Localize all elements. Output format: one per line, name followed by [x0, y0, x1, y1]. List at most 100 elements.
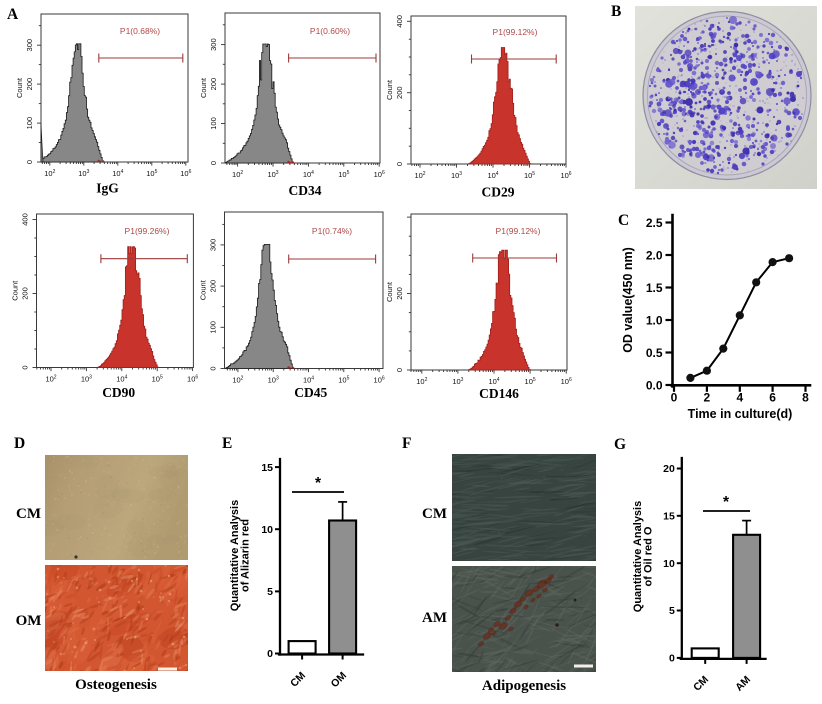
svg-text:400: 400 [21, 213, 30, 226]
svg-text:B: B [611, 3, 621, 20]
svg-text:1.0: 1.0 [646, 314, 663, 328]
svg-text:2.0: 2.0 [646, 249, 663, 263]
svg-text:102: 102 [232, 376, 243, 385]
svg-text:106: 106 [374, 170, 385, 179]
svg-text:106: 106 [187, 375, 198, 384]
svg-text:103: 103 [452, 377, 463, 386]
svg-text:Count: Count [385, 281, 394, 302]
svg-text:106: 106 [561, 377, 572, 386]
svg-text:0: 0 [671, 391, 678, 405]
svg-text:20: 20 [663, 463, 675, 475]
svg-text:10: 10 [663, 558, 675, 570]
svg-text:CM: CM [422, 506, 447, 522]
svg-text:106: 106 [560, 171, 571, 180]
svg-text:CD29: CD29 [482, 185, 515, 200]
svg-text:103: 103 [78, 169, 89, 178]
svg-text:CM: CM [691, 673, 711, 693]
svg-text:106: 106 [180, 169, 191, 178]
svg-text:104: 104 [487, 171, 498, 180]
svg-text:6: 6 [769, 391, 776, 405]
svg-text:106: 106 [374, 376, 385, 385]
svg-text:Osteogenesis: Osteogenesis [75, 677, 157, 693]
svg-text:104: 104 [303, 170, 314, 179]
svg-text:Count: Count [385, 79, 394, 100]
svg-text:P1(0.68%): P1(0.68%) [120, 26, 160, 36]
svg-text:P1(99.12%): P1(99.12%) [496, 226, 541, 236]
svg-text:C: C [618, 212, 629, 229]
svg-text:102: 102 [232, 170, 243, 179]
svg-text:*: * [723, 494, 730, 511]
svg-text:10: 10 [261, 524, 273, 536]
svg-text:CM: CM [16, 506, 41, 522]
svg-text:104: 104 [488, 377, 499, 386]
svg-text:Time in culture(d): Time in culture(d) [688, 407, 793, 421]
svg-text:5: 5 [669, 605, 675, 617]
svg-text:0.5: 0.5 [646, 346, 663, 360]
svg-text:100: 100 [209, 117, 218, 130]
svg-text:103: 103 [81, 375, 92, 384]
svg-text:0.0: 0.0 [646, 379, 663, 393]
svg-text:OM: OM [16, 613, 42, 629]
svg-text:Count: Count [199, 279, 208, 300]
svg-text:102: 102 [416, 377, 427, 386]
svg-text:105: 105 [525, 377, 536, 386]
svg-text:F: F [402, 435, 411, 452]
svg-text:Adipogenesis: Adipogenesis [482, 678, 566, 694]
svg-text:IgG: IgG [96, 181, 119, 196]
svg-text:Quantitative Analysisof Oil re: Quantitative Analysisof Oil red O [632, 501, 654, 612]
svg-text:104: 104 [303, 376, 314, 385]
svg-text:Count: Count [199, 77, 208, 98]
svg-text:0: 0 [209, 161, 218, 165]
svg-text:105: 105 [524, 171, 535, 180]
svg-text:P1(99.26%): P1(99.26%) [125, 226, 170, 236]
svg-text:CD45: CD45 [294, 385, 327, 400]
svg-text:Count: Count [15, 77, 24, 98]
svg-text:100: 100 [25, 117, 34, 130]
svg-text:400: 400 [395, 15, 404, 28]
svg-text:OD value(450 nm): OD value(450 nm) [621, 247, 635, 353]
svg-text:2.5: 2.5 [646, 216, 663, 230]
svg-text:P1(0.74%): P1(0.74%) [312, 226, 352, 236]
svg-text:D: D [14, 435, 25, 452]
svg-text:5: 5 [267, 586, 273, 598]
svg-text:102: 102 [45, 375, 56, 384]
svg-text:*: * [315, 475, 322, 492]
svg-text:15: 15 [261, 462, 273, 474]
svg-text:4: 4 [736, 391, 743, 405]
svg-text:G: G [614, 436, 626, 453]
svg-text:CD146: CD146 [479, 386, 519, 401]
svg-text:103: 103 [451, 171, 462, 180]
svg-text:103: 103 [268, 376, 279, 385]
svg-text:0: 0 [395, 368, 404, 372]
svg-text:200: 200 [209, 280, 218, 293]
svg-text:0: 0 [25, 160, 34, 164]
svg-text:1.5: 1.5 [646, 281, 663, 295]
svg-text:E: E [222, 435, 232, 452]
svg-text:AM: AM [733, 673, 753, 693]
svg-text:0: 0 [669, 653, 675, 665]
svg-text:CD90: CD90 [102, 385, 135, 400]
svg-text:OM: OM [329, 669, 350, 690]
svg-text:Quantitative Analysisof Alizar: Quantitative Analysisof Alizarin red [229, 500, 251, 611]
svg-text:200: 200 [25, 78, 34, 91]
svg-text:100: 100 [209, 321, 218, 334]
svg-text:102: 102 [44, 169, 55, 178]
svg-text:15: 15 [663, 511, 675, 523]
svg-text:300: 300 [25, 39, 34, 52]
svg-text:200: 200 [395, 86, 404, 99]
svg-text:A: A [7, 6, 19, 23]
svg-text:105: 105 [146, 169, 157, 178]
svg-text:105: 105 [338, 376, 349, 385]
svg-text:104: 104 [112, 169, 123, 178]
svg-text:0: 0 [21, 365, 30, 369]
svg-text:Count: Count [11, 280, 20, 301]
svg-text:0: 0 [209, 366, 218, 370]
svg-text:200: 200 [209, 78, 218, 91]
svg-text:0: 0 [395, 162, 404, 166]
svg-text:105: 105 [338, 170, 349, 179]
svg-text:2: 2 [704, 391, 711, 405]
svg-text:AM: AM [422, 610, 447, 626]
svg-text:102: 102 [414, 171, 425, 180]
svg-text:CM: CM [288, 669, 308, 689]
svg-text:200: 200 [395, 287, 404, 300]
